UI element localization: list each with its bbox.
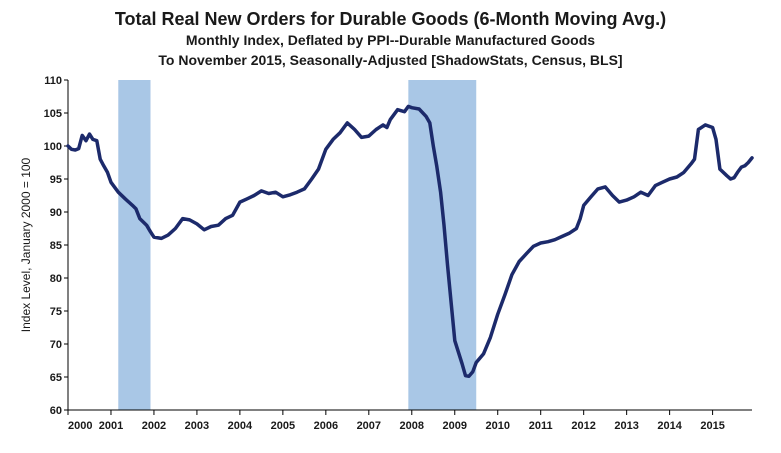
chart-subtitle-2: To November 2015, Seasonally-Adjusted [S…	[158, 52, 623, 68]
chart-subtitle-1: Monthly Index, Deflated by PPI--Durable …	[185, 32, 596, 48]
x-tick-label: 2003	[185, 420, 209, 432]
y-tick-label: 90	[50, 207, 62, 219]
x-tick-label: 2015	[700, 420, 724, 432]
y-tick-label: 75	[50, 306, 62, 318]
y-tick-label: 105	[44, 108, 62, 120]
x-tick-label: 2012	[571, 420, 595, 432]
x-tick-label: 2009	[443, 420, 467, 432]
y-axis-ticks: 60 65 70 75 80 85 90 95 100 105 110	[44, 75, 68, 417]
x-axis-ticks: 2000 2001 2002 2003 2004 2005 2006 2007 2008 2009…	[67, 410, 725, 432]
x-tick-label: 2006	[314, 420, 338, 432]
y-tick-label: 85	[50, 240, 62, 252]
x-tick-label: 2000	[68, 420, 92, 432]
x-tick-label: 2007	[357, 420, 381, 432]
y-tick-label: 110	[44, 75, 62, 87]
y-tick-label: 80	[50, 273, 62, 285]
x-tick-label: 2002	[142, 420, 166, 432]
chart-title: Total Real New Orders for Durable Goods …	[114, 9, 667, 29]
chart-titles: Total Real New Orders for Durable Goods …	[0, 0, 781, 70]
x-tick-label: 2014	[657, 420, 682, 432]
x-tick-label: 2013	[614, 420, 638, 432]
x-tick-label: 2011	[529, 420, 553, 432]
x-tick-label: 2008	[400, 420, 424, 432]
y-tick-label: 100	[44, 141, 62, 153]
y-tick-label: 60	[50, 405, 62, 417]
x-tick-label: 2010	[485, 420, 509, 432]
y-tick-label: 70	[50, 339, 62, 351]
x-tick-label: 2004	[228, 420, 253, 432]
recession-band-1	[118, 80, 151, 410]
x-tick-label: 2001	[99, 420, 123, 432]
y-tick-label: 65	[50, 372, 62, 384]
y-tick-label: 95	[50, 174, 62, 186]
recession-shading	[118, 80, 477, 410]
series-line	[66, 104, 754, 379]
y-axis-label: Index Level, January 2000 = 100	[19, 157, 33, 332]
x-tick-label: 2005	[271, 420, 295, 432]
recession-band-2	[408, 80, 477, 410]
